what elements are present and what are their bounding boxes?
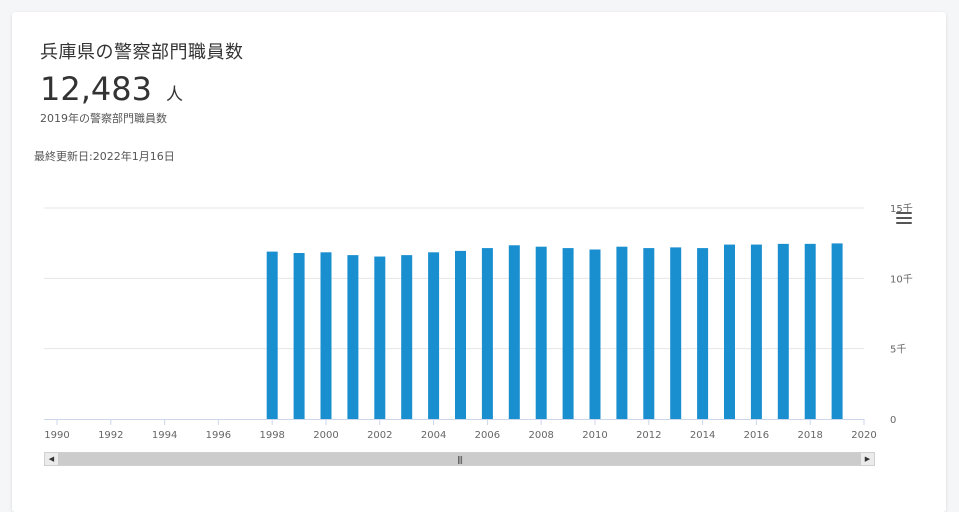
- bar: [266, 251, 278, 419]
- x-tick-label: 2016: [744, 430, 769, 441]
- y-tick-label: 5千: [890, 344, 906, 356]
- headline-value: 12,483 人: [40, 70, 183, 108]
- bar: [508, 245, 520, 419]
- headline-caption: 2019年の警察部門職員数: [40, 112, 167, 125]
- bar: [562, 248, 574, 419]
- bar: [481, 248, 493, 419]
- x-tick-label: 2012: [636, 430, 661, 441]
- x-tick-label: 2014: [690, 430, 715, 441]
- x-tick-label: 2008: [528, 430, 553, 441]
- bar: [428, 252, 440, 419]
- bar: [401, 255, 413, 419]
- x-tick-label: 2020: [851, 430, 876, 441]
- bar: [804, 243, 816, 419]
- last-updated: 最終更新日:2022年1月16日: [34, 150, 175, 163]
- x-tick-label: 1998: [259, 430, 284, 441]
- chart-card: 兵庫県の警察部門職員数 12,483 人 2019年の警察部門職員数 最終更新日…: [12, 12, 946, 512]
- x-tick-label: 2010: [582, 430, 607, 441]
- x-tick-label: 1996: [206, 430, 231, 441]
- x-tick-label: 2000: [313, 430, 338, 441]
- headline-number: 12,483: [40, 70, 152, 108]
- bar: [670, 247, 682, 419]
- bar: [374, 256, 386, 419]
- scrollbar-thumb[interactable]: |||: [59, 453, 860, 465]
- bar: [293, 253, 305, 419]
- bar: [347, 255, 359, 419]
- bar: [697, 248, 709, 419]
- x-tick-label: 1994: [152, 430, 177, 441]
- bar: [831, 243, 843, 419]
- bar: [455, 250, 466, 419]
- bar: [589, 249, 601, 419]
- page-title: 兵庫県の警察部門職員数: [40, 42, 244, 63]
- grip-icon: |||: [456, 454, 463, 464]
- x-tick-label: 2002: [367, 430, 392, 441]
- bar: [724, 244, 735, 419]
- bar: [643, 248, 655, 419]
- arrow-left-icon[interactable]: ◀: [45, 453, 59, 465]
- x-tick-label: 2006: [475, 430, 500, 441]
- x-tick-label: 1990: [44, 430, 69, 441]
- bar: [777, 243, 789, 419]
- hamburger-menu-icon[interactable]: [896, 212, 912, 226]
- bar: [616, 246, 628, 419]
- headline-unit: 人: [165, 85, 183, 105]
- chart-scrollbar[interactable]: ◀ ||| ▶: [44, 452, 875, 466]
- bar: [320, 252, 332, 419]
- arrow-right-icon[interactable]: ▶: [860, 453, 874, 465]
- x-tick-label: 1992: [98, 430, 123, 441]
- bar: [535, 246, 547, 419]
- x-tick-label: 2004: [421, 430, 446, 441]
- y-tick-label: 0: [890, 415, 896, 426]
- y-tick-label: 10千: [890, 273, 913, 285]
- bar: [750, 244, 762, 419]
- x-tick-label: 2018: [797, 430, 822, 441]
